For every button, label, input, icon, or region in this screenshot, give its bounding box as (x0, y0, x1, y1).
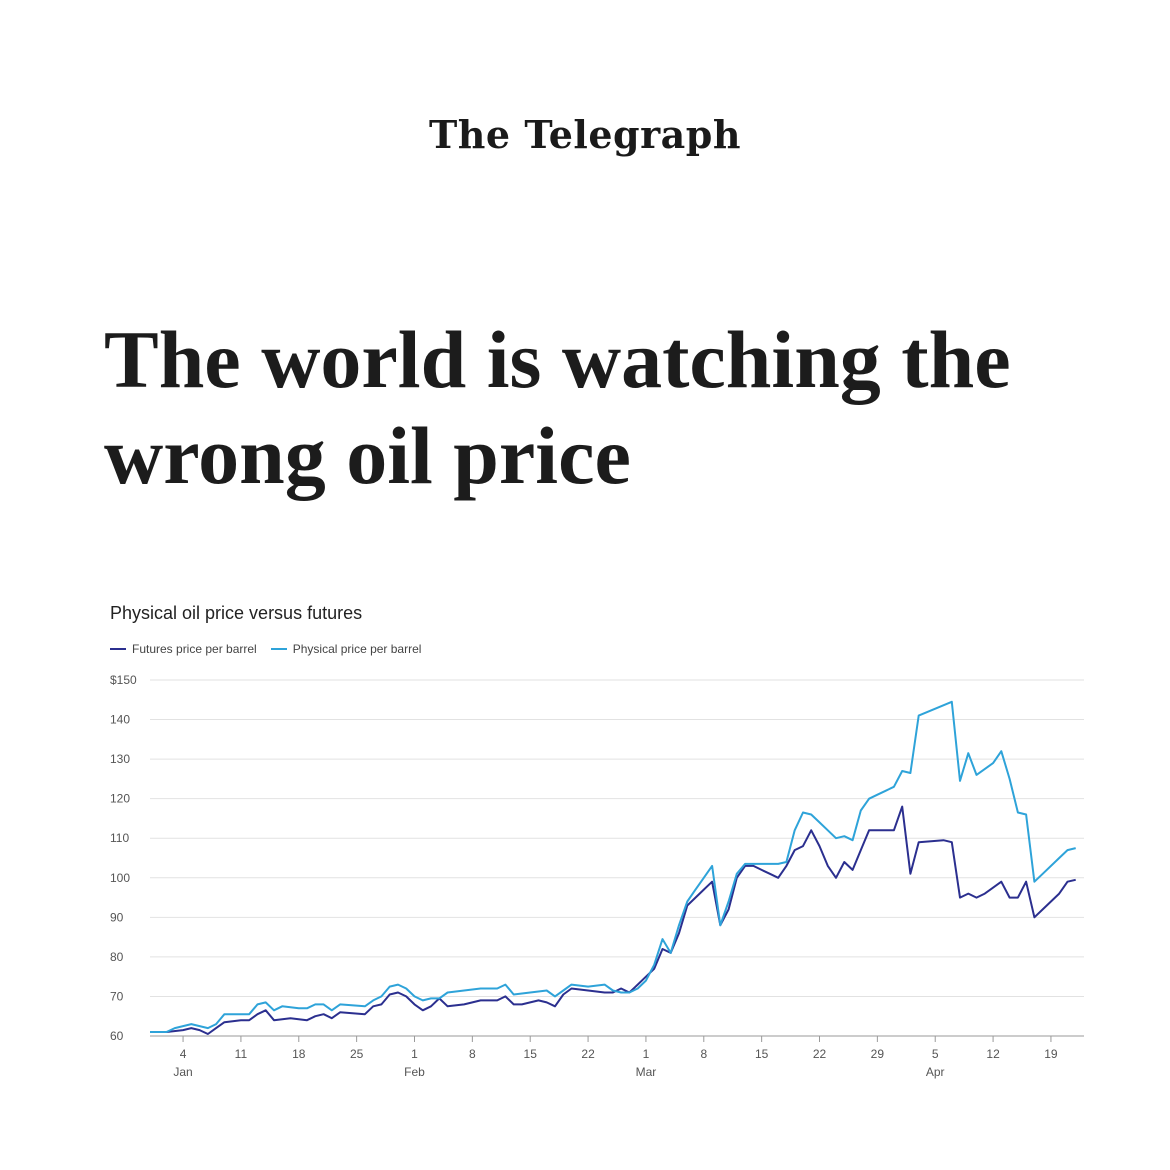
x-month-label: Feb (404, 1065, 425, 1079)
masthead-logo: The Telegraph (429, 112, 741, 157)
y-tick-label: 100 (110, 871, 130, 885)
y-tick-label: 90 (110, 910, 124, 924)
x-tick-label: 12 (986, 1047, 1000, 1061)
y-tick-label: $150 (110, 673, 137, 687)
x-month-label: Apr (926, 1065, 945, 1079)
y-tick-label: 60 (110, 1029, 124, 1043)
x-tick-label: 19 (1044, 1047, 1058, 1061)
x-tick-label: 5 (932, 1047, 939, 1061)
y-tick-label: 120 (110, 792, 130, 806)
chart-legend: Futures price per barrel Physical price … (110, 642, 421, 656)
legend-swatch-futures (110, 648, 126, 650)
x-tick-label: 4 (180, 1047, 187, 1061)
x-month-label: Jan (173, 1065, 192, 1079)
legend-item-futures: Futures price per barrel (110, 642, 257, 656)
legend-label-futures: Futures price per barrel (132, 642, 257, 656)
x-tick-label: 11 (235, 1047, 248, 1061)
chart-title: Physical oil price versus futures (110, 603, 363, 623)
x-tick-label: 1 (411, 1047, 418, 1061)
x-tick-label: 29 (871, 1047, 885, 1061)
series-line-physical (150, 700, 1076, 1033)
page-headline: The world is watching the wrong oil pric… (104, 314, 1011, 501)
x-tick-label: 8 (469, 1047, 476, 1061)
x-tick-label: 15 (755, 1047, 769, 1061)
x-month-label: Mar (636, 1065, 657, 1079)
y-tick-label: 70 (110, 989, 124, 1003)
legend-swatch-physical (270, 648, 287, 650)
x-tick-label: 18 (292, 1047, 306, 1061)
x-tick-label: 1 (643, 1047, 650, 1061)
x-tick-label: 22 (813, 1047, 827, 1061)
y-tick-label: 110 (110, 831, 129, 845)
legend-item-physical: Physical price per barrel (270, 642, 422, 656)
legend-label-physical: Physical price per barrel (292, 642, 422, 656)
x-tick-label: 25 (350, 1047, 364, 1061)
y-tick-label: 140 (110, 713, 130, 727)
x-tick-label: 15 (524, 1047, 538, 1061)
y-tick-label: 130 (110, 752, 130, 766)
series-line-futures (150, 805, 1076, 1035)
y-tick-label: 80 (110, 950, 124, 964)
x-tick-label: 8 (700, 1047, 707, 1061)
x-tick-label: 22 (581, 1047, 595, 1061)
